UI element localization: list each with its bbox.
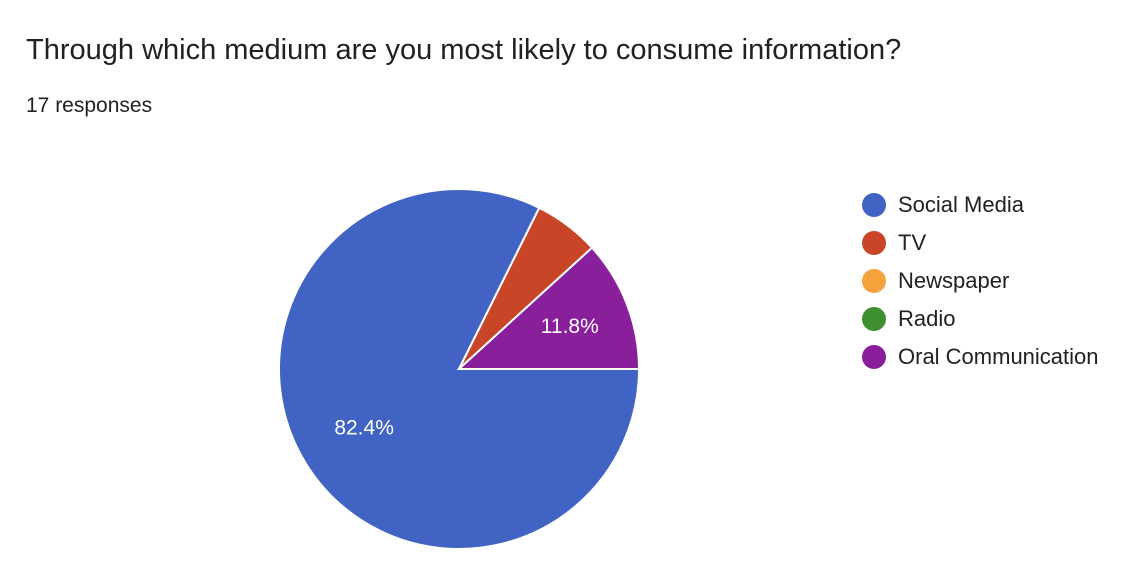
legend-label: Newspaper — [898, 268, 1010, 293]
slice-percent-label: 11.8% — [541, 315, 599, 338]
legend-label: Oral Communication — [898, 344, 1099, 369]
legend-item: Newspaper — [862, 262, 1099, 300]
chart-legend: Social Media TV Newspaper Radio Oral Communi… — [862, 186, 1099, 376]
legend-item: Oral Communication — [862, 338, 1099, 376]
legend-label: TV — [898, 230, 927, 255]
chart-title: Through which medium are you most likely… — [26, 34, 902, 66]
legend-item: Radio — [862, 300, 1099, 338]
legend-label: Radio — [898, 306, 956, 331]
legend-label: Social Media — [898, 192, 1024, 217]
legend-swatch — [862, 231, 886, 255]
legend-item: Social Media — [862, 186, 1099, 224]
legend-swatch — [862, 345, 886, 369]
legend-swatch — [862, 307, 886, 331]
pie-slice-oral-communication — [456, 246, 641, 370]
response-count: 17 responses — [26, 94, 153, 117]
slice-percent-label: 82.4% — [334, 417, 394, 440]
legend-swatch — [862, 193, 886, 217]
legend-item: TV — [862, 224, 1099, 262]
legend-swatch — [862, 269, 886, 293]
